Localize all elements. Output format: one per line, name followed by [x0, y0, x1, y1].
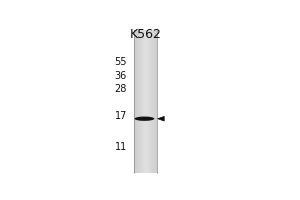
Bar: [147, 30, 148, 173]
Bar: [150, 30, 151, 173]
Bar: [146, 30, 147, 173]
Bar: [148, 30, 149, 173]
Text: 11: 11: [115, 142, 127, 152]
Bar: [151, 30, 152, 173]
Bar: [140, 30, 141, 173]
Bar: [154, 30, 155, 173]
Bar: [148, 30, 149, 173]
Bar: [138, 30, 139, 173]
Text: 55: 55: [115, 57, 127, 67]
Bar: [142, 30, 143, 173]
Bar: [139, 30, 140, 173]
Bar: [155, 30, 156, 173]
Bar: [144, 30, 145, 173]
Bar: [155, 30, 156, 173]
Bar: [149, 30, 150, 173]
Bar: [156, 30, 157, 173]
Text: 17: 17: [115, 111, 127, 121]
Bar: [143, 30, 144, 173]
Ellipse shape: [135, 117, 154, 121]
Bar: [152, 30, 153, 173]
Bar: [137, 30, 138, 173]
Bar: [135, 30, 136, 173]
Bar: [141, 30, 142, 173]
Bar: [145, 30, 146, 173]
Text: 36: 36: [115, 71, 127, 81]
Bar: [139, 30, 140, 173]
Bar: [137, 30, 138, 173]
Bar: [150, 30, 151, 173]
Text: 28: 28: [115, 84, 127, 94]
Bar: [140, 30, 141, 173]
Bar: [147, 30, 148, 173]
Bar: [134, 30, 135, 173]
Bar: [136, 30, 137, 173]
Bar: [157, 30, 158, 173]
Bar: [153, 30, 154, 173]
Polygon shape: [158, 116, 164, 121]
Text: K562: K562: [130, 28, 162, 41]
